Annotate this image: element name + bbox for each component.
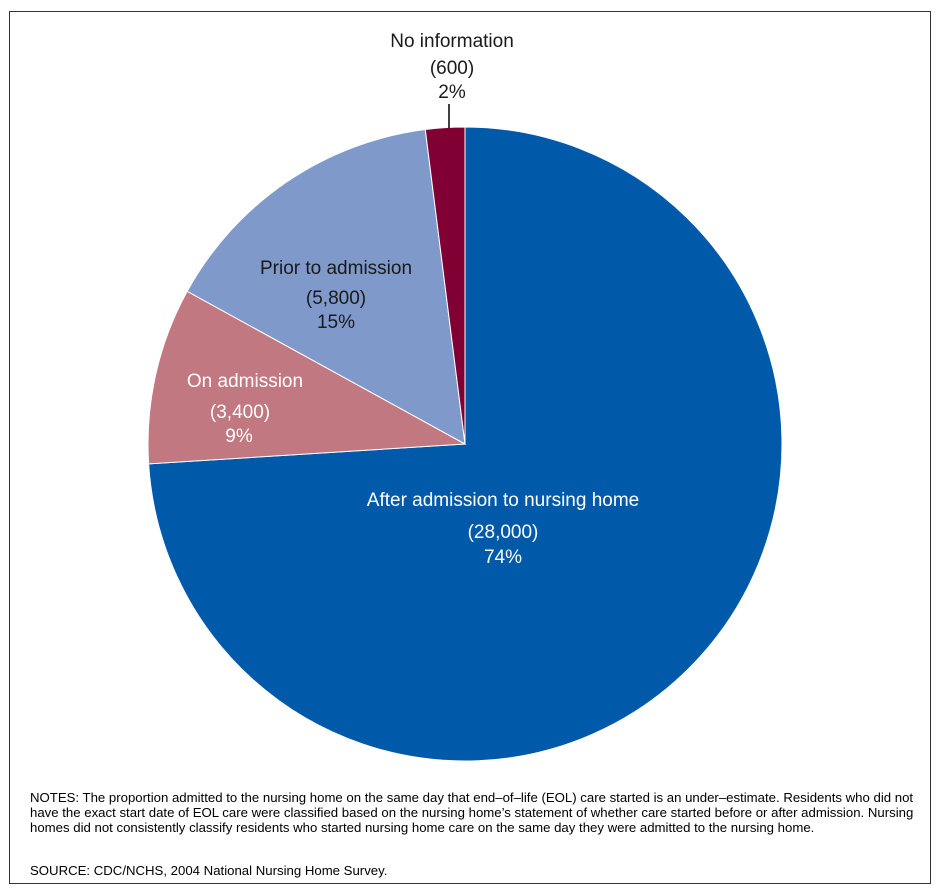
pie-slice-on-admission	[147, 290, 467, 465]
pie-slice-no-information	[424, 126, 466, 445]
slice-label-name: No information	[390, 31, 514, 52]
slice-label-count: (600)	[430, 58, 474, 79]
pie-slices	[147, 126, 783, 762]
slice-label-percent: 2%	[438, 82, 466, 103]
slice-label-on-admission: On admission (3,400) 9%	[187, 371, 303, 447]
chart-notes: NOTES: The proportion admitted to the nu…	[30, 790, 914, 835]
slice-label-name: After admission to nursing home	[367, 490, 639, 511]
slice-label-count: (3,400)	[210, 402, 270, 423]
slice-label-percent: 15%	[317, 312, 355, 333]
slice-label-name: On admission	[187, 371, 303, 392]
chart-source: SOURCE: CDC/NCHS, 2004 National Nursing …	[30, 863, 388, 878]
slice-label-after-admission: After admission to nursing home (28,000)…	[367, 490, 639, 568]
slice-label-percent: 9%	[225, 426, 253, 447]
slice-label-percent: 74%	[484, 547, 522, 568]
slice-label-prior-to-admission: Prior to admission (5,800) 15%	[260, 258, 412, 333]
slice-label-count: (5,800)	[306, 288, 366, 309]
slice-label-count: (28,000)	[468, 522, 539, 543]
slice-label-name: Prior to admission	[260, 258, 412, 279]
slice-label-no-information: No information (600) 2%	[390, 31, 514, 103]
pie-slice-prior-to-admission	[186, 128, 466, 445]
